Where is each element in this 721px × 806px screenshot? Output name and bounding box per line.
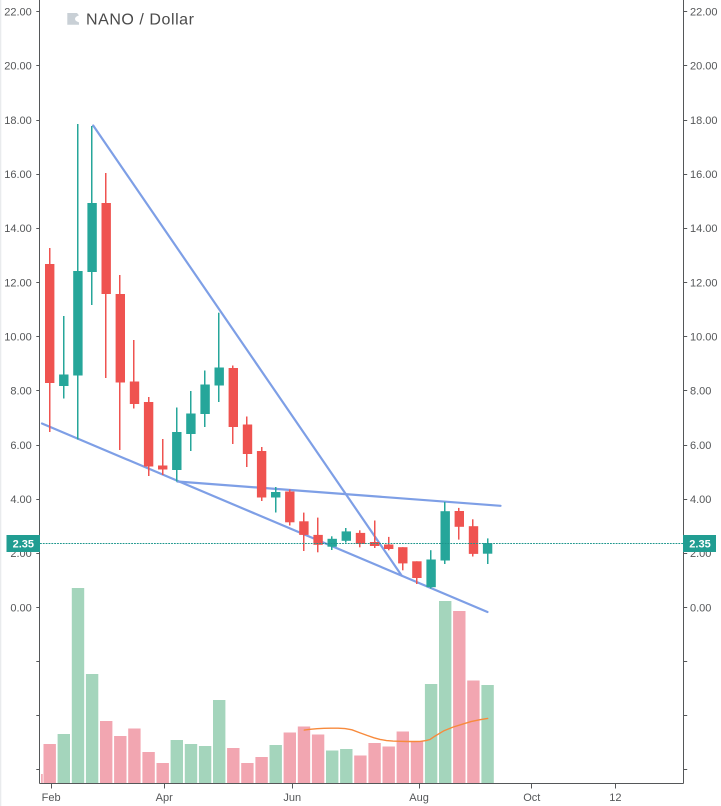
svg-text:NANO / Dollar: NANO / Dollar — [86, 12, 195, 29]
svg-text:Jun: Jun — [283, 792, 301, 804]
svg-text:0.00: 0.00 — [10, 602, 31, 614]
svg-text:12: 12 — [609, 792, 621, 804]
svg-text:10.00: 10.00 — [690, 332, 718, 344]
svg-text:16.00: 16.00 — [4, 169, 32, 181]
svg-text:10.00: 10.00 — [4, 332, 32, 344]
svg-text:22.00: 22.00 — [4, 7, 32, 19]
svg-text:20.00: 20.00 — [4, 61, 32, 73]
svg-text:6.00: 6.00 — [10, 440, 31, 452]
svg-text:Feb: Feb — [42, 792, 61, 804]
svg-text:12.00: 12.00 — [4, 277, 32, 289]
svg-text:Apr: Apr — [156, 792, 173, 804]
svg-text:Oct: Oct — [523, 792, 540, 804]
svg-text:18.00: 18.00 — [4, 115, 32, 127]
svg-text:4.00: 4.00 — [10, 494, 31, 506]
svg-text:14.00: 14.00 — [4, 223, 32, 235]
svg-text:12.00: 12.00 — [690, 277, 718, 289]
svg-text:8.00: 8.00 — [690, 386, 711, 398]
svg-text:2.35: 2.35 — [13, 538, 34, 550]
svg-text:22.00: 22.00 — [690, 7, 718, 19]
svg-text:20.00: 20.00 — [690, 61, 718, 73]
svg-text:0.00: 0.00 — [690, 602, 711, 614]
svg-text:6.00: 6.00 — [690, 440, 711, 452]
svg-text:8.00: 8.00 — [10, 386, 31, 398]
svg-text:16.00: 16.00 — [690, 169, 718, 181]
svg-text:18.00: 18.00 — [690, 115, 718, 127]
svg-text:Aug: Aug — [409, 792, 429, 804]
svg-text:4.00: 4.00 — [690, 494, 711, 506]
svg-text:2.35: 2.35 — [689, 538, 710, 550]
svg-text:14.00: 14.00 — [690, 223, 718, 235]
